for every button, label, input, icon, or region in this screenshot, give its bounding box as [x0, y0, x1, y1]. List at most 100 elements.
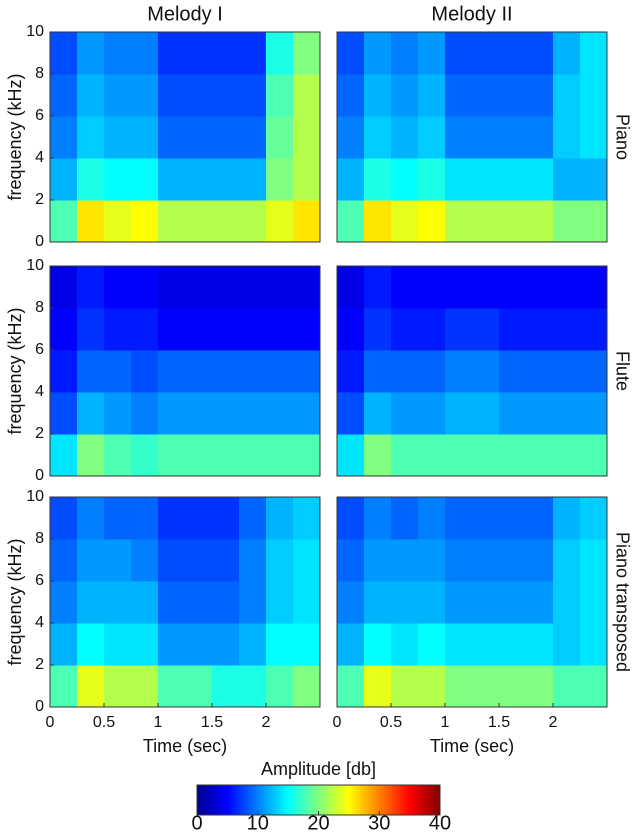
heatmap-cell	[212, 350, 240, 393]
heatmap-cell	[364, 200, 392, 243]
heatmap-cell	[266, 581, 294, 624]
heatmap-cell	[445, 308, 473, 351]
heatmap-cell	[580, 434, 608, 477]
heatmap-cell	[499, 497, 527, 540]
heatmap-cell	[239, 581, 267, 624]
heatmap-cell	[239, 200, 267, 243]
heatmap-cell	[472, 158, 500, 201]
y-tick-label: 2	[35, 656, 44, 673]
heatmap-cell	[293, 116, 321, 159]
heatmap-cell	[526, 200, 554, 243]
y-tick-label: 4	[35, 614, 44, 631]
heatmap-cell	[364, 581, 392, 624]
heatmap-cell	[77, 266, 105, 309]
heatmap-cell	[77, 308, 105, 351]
heatmap-cell	[526, 497, 554, 540]
heatmap-cell	[580, 74, 608, 117]
heatmap-cell	[185, 497, 213, 540]
heatmap-cell	[158, 392, 186, 435]
heatmap-cell	[266, 200, 294, 243]
heatmap-cell	[158, 308, 186, 351]
heatmap-cell	[580, 581, 608, 624]
heatmap-cell	[472, 74, 500, 117]
x-axis-label: Time (sec)	[143, 736, 227, 756]
heatmap-cell	[131, 308, 159, 351]
heatmap-cell	[185, 434, 213, 477]
heatmap-cell	[580, 539, 608, 582]
colorbar-tick-label: 20	[307, 812, 329, 832]
heatmap-cell	[293, 158, 321, 201]
colorbar	[196, 784, 441, 816]
heatmap-cell	[185, 32, 213, 75]
heatmap-cell	[445, 581, 473, 624]
y-tick-label: 6	[35, 341, 44, 358]
heatmap-cell	[50, 350, 78, 393]
heatmap-cell	[293, 200, 321, 243]
heatmap-cell	[364, 350, 392, 393]
heatmap-cell	[418, 200, 446, 243]
heatmap-cell	[239, 434, 267, 477]
heatmap-cell	[499, 158, 527, 201]
heatmap-cell	[445, 116, 473, 159]
heatmap-cell	[131, 497, 159, 540]
heatmap-cell	[293, 74, 321, 117]
heatmap-cell	[77, 392, 105, 435]
heatmap-cell	[158, 497, 186, 540]
heatmap-cell	[364, 308, 392, 351]
heatmap-cell	[104, 665, 132, 708]
heatmap-cell	[131, 581, 159, 624]
heatmap-cell	[472, 539, 500, 582]
heatmap-cell	[131, 32, 159, 75]
heatmap-cell	[158, 350, 186, 393]
heatmap-cell	[526, 32, 554, 75]
heatmap-cell	[580, 623, 608, 666]
heatmap-cell	[293, 392, 321, 435]
heatmap-cell	[526, 665, 554, 708]
heatmap-cell	[553, 581, 581, 624]
heatmap-cell	[418, 581, 446, 624]
heatmap-cell	[526, 623, 554, 666]
heatmap-cell	[104, 497, 132, 540]
heatmap-cell	[131, 434, 159, 477]
heatmap-cell	[239, 32, 267, 75]
heatmap-cell	[418, 434, 446, 477]
panel	[336, 496, 608, 708]
heatmap-cell	[364, 623, 392, 666]
heatmap-cell	[104, 539, 132, 582]
heatmap-cell	[185, 308, 213, 351]
heatmap-cell	[445, 158, 473, 201]
panel-title: Melody I	[147, 3, 223, 25]
heatmap-cell	[50, 665, 78, 708]
x-tick-label: 0.5	[380, 714, 402, 731]
heatmap-cell	[212, 623, 240, 666]
heatmap-cell	[50, 74, 78, 117]
heatmap-cell	[364, 392, 392, 435]
heatmap-cell	[131, 158, 159, 201]
panel-frame	[336, 31, 608, 243]
heatmap-cell	[239, 665, 267, 708]
panel-title: Melody II	[431, 3, 512, 25]
heatmap-cell	[293, 350, 321, 393]
heatmap-cell	[239, 116, 267, 159]
heatmap-cell	[418, 392, 446, 435]
heatmap-cell	[418, 266, 446, 309]
heatmap-cell	[212, 497, 240, 540]
heatmap-cell	[77, 581, 105, 624]
heatmap-cell	[337, 158, 365, 201]
heatmap-cell	[499, 266, 527, 309]
heatmap-cell	[104, 623, 132, 666]
heatmap-cell	[418, 665, 446, 708]
colorbar-label: Amplitude [db]	[261, 759, 376, 779]
heatmap-cell	[526, 434, 554, 477]
heatmap-cell	[418, 116, 446, 159]
heatmap-cell	[77, 539, 105, 582]
heatmap-cell	[337, 539, 365, 582]
heatmap-cell	[364, 665, 392, 708]
heatmap-cell	[364, 539, 392, 582]
heatmap-cell	[212, 539, 240, 582]
panel-frame	[49, 31, 321, 243]
heatmap-cell	[104, 350, 132, 393]
heatmap-cell	[337, 32, 365, 75]
heatmap-cell	[185, 623, 213, 666]
heatmap-cell	[472, 392, 500, 435]
